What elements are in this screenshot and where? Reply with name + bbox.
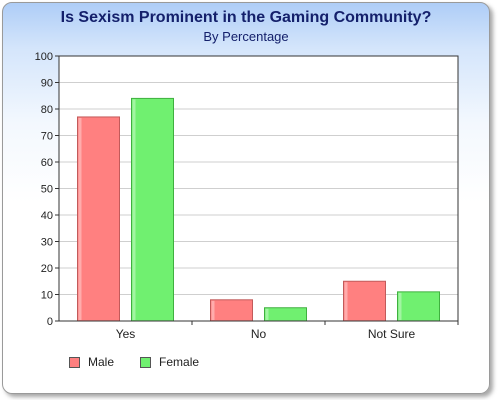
chart-frame: Is Sexism Prominent in the Gaming Commun… bbox=[2, 2, 490, 394]
plot-border bbox=[58, 55, 459, 322]
bar-female-no bbox=[264, 307, 307, 322]
y-tick-label-100: 100 bbox=[35, 51, 53, 63]
chart-subtitle: By Percentage bbox=[203, 29, 289, 44]
y-tick-label-0: 0 bbox=[47, 316, 53, 328]
bar-highlight-male-no bbox=[211, 300, 215, 320]
chart-title: Is Sexism Prominent in the Gaming Commun… bbox=[60, 9, 432, 26]
legend-item-female: Female bbox=[140, 355, 199, 369]
y-tick-label-40: 40 bbox=[41, 210, 53, 222]
bar-male-not-sure bbox=[343, 280, 386, 322]
bar-female-not-sure bbox=[397, 291, 440, 322]
bar-highlight-female-not-sure bbox=[398, 292, 402, 320]
chart-legend: Male Female bbox=[69, 355, 225, 369]
x-tick-label-not-sure: Not Sure bbox=[368, 327, 416, 341]
bar-highlight-male-yes bbox=[78, 117, 82, 320]
bar-male-yes bbox=[77, 116, 120, 322]
y-tick-label-30: 30 bbox=[41, 237, 53, 249]
y-tick-label-70: 70 bbox=[41, 131, 53, 143]
x-tick-label-no: No bbox=[251, 327, 267, 341]
y-tick-label-90: 90 bbox=[41, 78, 53, 90]
y-tick-label-20: 20 bbox=[41, 263, 53, 275]
bar-female-yes bbox=[131, 97, 174, 322]
legend-swatch-male bbox=[69, 356, 80, 368]
x-tick-label-yes: Yes bbox=[116, 327, 136, 341]
legend-swatch-female bbox=[140, 356, 152, 368]
y-tick-label-80: 80 bbox=[41, 104, 53, 116]
legend-label-male: Male bbox=[88, 355, 115, 369]
bar-male-no bbox=[210, 299, 253, 322]
legend-item-male: Male bbox=[69, 355, 114, 369]
y-tick-label-50: 50 bbox=[41, 184, 53, 196]
y-tick-label-60: 60 bbox=[41, 157, 53, 169]
y-tick-label-10: 10 bbox=[41, 290, 53, 302]
bar-highlight-female-no bbox=[265, 308, 269, 320]
bar-highlight-female-yes bbox=[132, 99, 136, 321]
bar-chart: 0 10 20 30 40 50 60 70 80 90 100 Yes No Not Sure bbox=[35, 51, 459, 341]
bar-highlight-male-not-sure bbox=[344, 282, 348, 320]
legend-label-female: Female bbox=[159, 355, 200, 369]
